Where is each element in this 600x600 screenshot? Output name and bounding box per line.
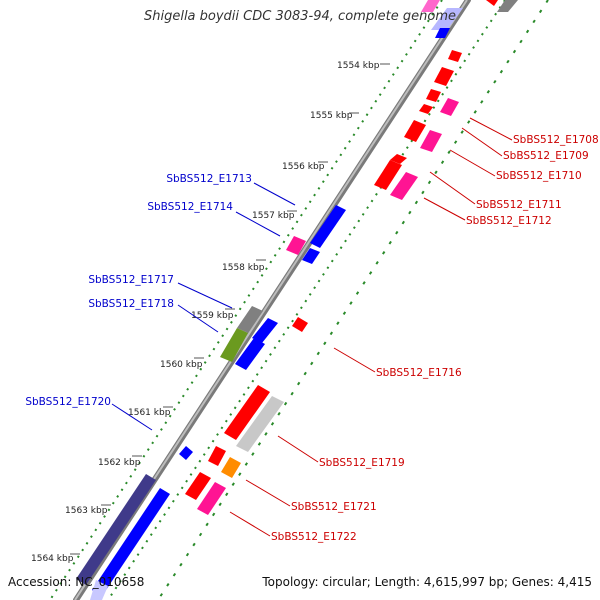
gene-feature-top-lavender [431, 8, 463, 30]
gene-label-e1709[interactable]: SbBS512_E1709 [503, 150, 589, 162]
gene-feature-red-6 [390, 154, 407, 164]
gene-feature-red-9 [185, 472, 211, 500]
kbp-tick-label: 1560 kbp [160, 360, 203, 370]
leader-e1722 [229, 511, 271, 537]
leader-e1714 [235, 211, 281, 237]
gene-feature-blue-e1713 [310, 205, 346, 248]
gene-feature-red-1 [448, 50, 462, 62]
kbp-tick-label: 1563 kbp [65, 506, 108, 516]
map-title: Shigella boydii CDC 3083-94, complete ge… [143, 9, 457, 24]
kbp-tick-label: 1557 kbp [252, 211, 295, 221]
gene-label-e1716[interactable]: SbBS512_E1716 [376, 367, 462, 379]
kbp-tick-label: 1561 kbp [128, 408, 171, 418]
gene-feature-red-5 [404, 120, 426, 142]
gene-feature-blue-diamond [179, 446, 193, 460]
leader-e1709 [461, 127, 503, 157]
gene-feature-olive-e1718 [220, 328, 248, 362]
leader-e1713 [253, 182, 296, 206]
gene-feature-bottom-gray [90, 580, 108, 600]
kbp-tick-label: 1558 kbp [222, 263, 265, 273]
gene-feature-blue-long [92, 488, 170, 596]
gene-feature-red-e1719 [224, 385, 270, 440]
kbp-tick-label: 1556 kbp [282, 162, 325, 172]
genome-summary-text: Topology: circular; Length: 4,615,997 bp… [262, 575, 592, 589]
gene-feature-top-pink [421, 0, 440, 12]
leader-e1711 [429, 171, 476, 205]
label-leader-lines [111, 117, 513, 537]
leader-e1710 [449, 149, 496, 177]
kbp-tick-label: 1555 kbp [310, 111, 353, 121]
accession-text: Accession: NC_010658 [8, 575, 145, 589]
gene-feature-pink-e1722 [197, 482, 226, 515]
gene-feature-pink-3 [390, 172, 418, 200]
gene-feature-pink-e1714 [286, 236, 306, 255]
kbp-tick-label: 1559 kbp [191, 311, 234, 321]
gene-label-e1719[interactable]: SbBS512_E1719 [319, 457, 405, 469]
gene-label-e1714[interactable]: SbBS512_E1714 [147, 201, 233, 213]
leader-e1720 [111, 403, 153, 431]
gene-feature-pink-2 [420, 130, 442, 152]
leader-e1712 [423, 197, 466, 221]
gene-label-e1717[interactable]: SbBS512_E1717 [88, 274, 174, 286]
gene-label-e1708[interactable]: SbBS512_E1708 [513, 134, 599, 146]
gene-feature-top-blue [435, 28, 450, 38]
gene-feature-red-8 [208, 446, 226, 466]
kbp-tick-label: 1554 kbp [337, 61, 380, 71]
leader-e1716 [333, 347, 376, 373]
gene-feature-red-4 [419, 104, 433, 114]
gene-feature-lightgray-e1719 [236, 396, 284, 452]
gene-label-e1712[interactable]: SbBS512_E1712 [466, 215, 552, 227]
gene-label-e1711[interactable]: SbBS512_E1711 [476, 199, 562, 211]
leader-e1717 [177, 282, 233, 309]
gene-label-e1710[interactable]: SbBS512_E1710 [496, 170, 582, 182]
gene-feature-red-3 [426, 89, 441, 102]
gene-feature-red-7 [374, 160, 402, 190]
leader-e1718 [177, 304, 219, 333]
gene-feature-top-red [486, 0, 498, 6]
leader-e1719 [277, 435, 319, 463]
kbp-tick-label: 1562 kbp [98, 458, 141, 468]
gene-feature-pink-1 [440, 98, 459, 116]
kbp-tick-label: 1564 kbp [31, 554, 74, 564]
gene-labels: SbBS512_E1713 SbBS512_E1714 SbBS512_E171… [25, 134, 598, 543]
gene-feature-orange-e1721 [221, 457, 241, 478]
gene-feature-blue-1 [252, 318, 278, 343]
leader-e1721 [245, 479, 291, 507]
gene-feature-blue-2 [235, 338, 265, 370]
gene-label-e1720[interactable]: SbBS512_E1720 [25, 396, 111, 408]
gene-label-e1722[interactable]: SbBS512_E1722 [271, 531, 357, 543]
gene-feature-top-gray [497, 0, 518, 12]
gene-label-e1713[interactable]: SbBS512_E1713 [166, 173, 252, 185]
gene-feature-gray-e1717 [237, 306, 263, 333]
gene-feature-navy-long [76, 474, 156, 585]
kbp-tick-labels: 1554 kbp 1555 kbp 1556 kbp 1557 kbp 1558 kbp… [31, 61, 390, 564]
gene-label-e1718[interactable]: SbBS512_E1718 [88, 298, 174, 310]
gene-feature-red-2 [434, 67, 454, 86]
leader-e1708 [469, 117, 513, 141]
gene-feature-blue-small [302, 248, 320, 264]
gene-feature-red-e1716 [292, 317, 308, 332]
gene-label-e1721[interactable]: SbBS512_E1721 [291, 501, 377, 513]
gene-features [76, 0, 518, 600]
